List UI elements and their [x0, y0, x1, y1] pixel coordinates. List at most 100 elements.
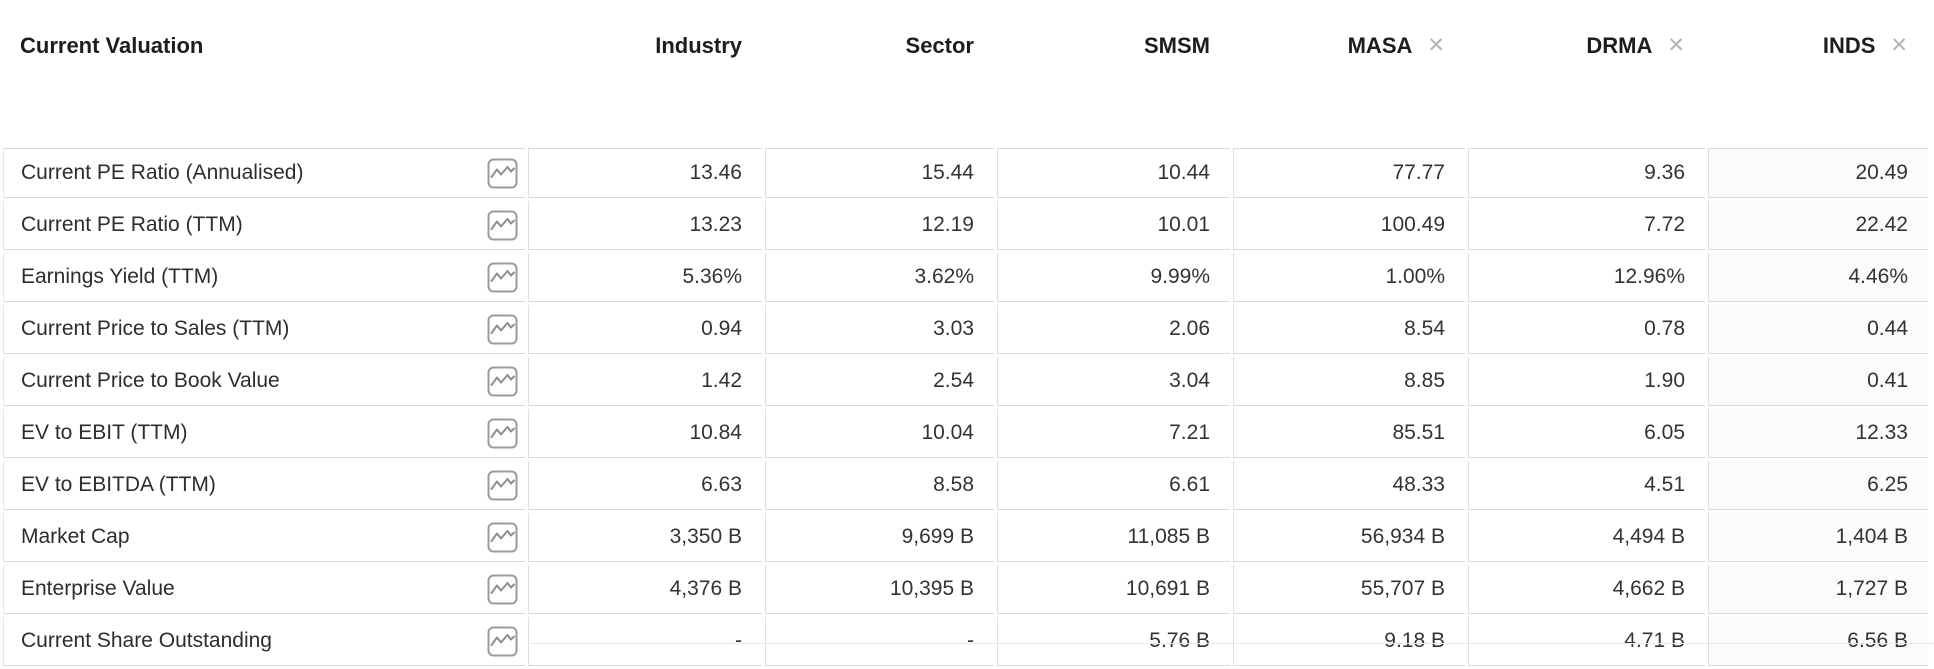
- value-cell-inds: 6.56 B: [1708, 617, 1928, 666]
- metric-label: Enterprise Value: [21, 577, 175, 600]
- value-cell-drma: 4,662 B: [1468, 565, 1705, 614]
- sparkline-icon: [487, 574, 518, 604]
- value-cell-industry: 4,376 B: [528, 565, 762, 614]
- ticker-label-drma[interactable]: DRMA: [1586, 33, 1653, 58]
- value-cell-drma: 4,494 B: [1468, 513, 1705, 562]
- open-chart-button[interactable]: [487, 210, 518, 241]
- value-cell-drma: 9.36: [1468, 148, 1705, 198]
- value-cell-industry: 13.46: [528, 148, 762, 198]
- sparkline-icon: [487, 418, 518, 448]
- table-row: Current Price to Sales (TTM) 0.94 3.03 2.06…: [3, 305, 1928, 354]
- metric-label-cell: Current PE Ratio (TTM): [3, 201, 525, 250]
- metric-label: Current Price to Book Value: [21, 369, 280, 392]
- table-row: Current PE Ratio (Annualised) 13.46 15.44 1…: [3, 148, 1928, 198]
- column-header-inds: INDS ✕: [1708, 3, 1928, 145]
- sparkline-icon: [487, 158, 518, 188]
- value-cell-inds: 0.41: [1708, 357, 1928, 406]
- header-row: Current Valuation Industry Sector SMSM MASA…: [3, 3, 1928, 145]
- value-cell-smsm: 11,085 B: [997, 513, 1230, 562]
- metric-label: EV to EBIT (TTM): [21, 421, 188, 444]
- metric-label: Current PE Ratio (Annualised): [21, 161, 304, 184]
- value-cell-inds: 0.44: [1708, 305, 1928, 354]
- value-cell-sector: 10.04: [765, 409, 994, 458]
- open-chart-button[interactable]: [487, 314, 518, 345]
- metric-label-wrap: Earnings Yield (TTM): [21, 262, 525, 293]
- value-cell-drma: 0.78: [1468, 305, 1705, 354]
- value-cell-masa: 56,934 B: [1233, 513, 1465, 562]
- metric-label: Current Share Outstanding: [21, 629, 272, 652]
- value-cell-smsm: 2.06: [997, 305, 1230, 354]
- value-cell-sector: 8.58: [765, 461, 994, 510]
- ticker-label-inds[interactable]: INDS: [1822, 33, 1876, 58]
- value-cell-smsm: 6.61: [997, 461, 1230, 510]
- open-chart-button[interactable]: [487, 158, 518, 189]
- metric-label: EV to EBITDA (TTM): [21, 473, 216, 496]
- metric-label-wrap: Market Cap: [21, 522, 525, 553]
- table-row: EV to EBITDA (TTM) 6.63 8.58 6.61 48.33 4.51 6…: [3, 461, 1928, 510]
- value-cell-sector: 2.54: [765, 357, 994, 406]
- value-cell-smsm: 9.99%: [997, 253, 1230, 302]
- metric-label-cell: Current Price to Sales (TTM): [3, 305, 525, 354]
- column-header-masa: MASA ✕: [1233, 3, 1465, 145]
- column-header-drma: DRMA ✕: [1468, 3, 1705, 145]
- value-cell-smsm: 10.44: [997, 148, 1230, 198]
- table-row: Market Cap 3,350 B 9,699 B 11,085 B 56,934 B…: [3, 513, 1928, 562]
- open-chart-button[interactable]: [487, 626, 518, 657]
- value-cell-drma: 6.05: [1468, 409, 1705, 458]
- open-chart-button[interactable]: [487, 366, 518, 397]
- value-cell-industry: 10.84: [528, 409, 762, 458]
- value-cell-inds: 1,727 B: [1708, 565, 1928, 614]
- open-chart-button[interactable]: [487, 418, 518, 449]
- open-chart-button[interactable]: [487, 522, 518, 553]
- open-chart-button[interactable]: [487, 470, 518, 501]
- ticker-label-masa[interactable]: MASA: [1347, 33, 1413, 58]
- close-column-icon[interactable]: ✕: [1667, 34, 1685, 57]
- metric-label-wrap: EV to EBITDA (TTM): [21, 470, 525, 501]
- value-cell-inds: 4.46%: [1708, 253, 1928, 302]
- value-cell-masa: 55,707 B: [1233, 565, 1465, 614]
- value-cell-industry: 6.63: [528, 461, 762, 510]
- metric-label-cell: EV to EBIT (TTM): [3, 409, 525, 458]
- value-cell-inds: 12.33: [1708, 409, 1928, 458]
- metric-label-cell: EV to EBITDA (TTM): [3, 461, 525, 510]
- value-cell-masa: 1.00%: [1233, 253, 1465, 302]
- sparkline-icon: [487, 366, 518, 396]
- metric-label-wrap: Current Price to Book Value: [21, 366, 525, 397]
- close-column-icon[interactable]: ✕: [1890, 34, 1908, 57]
- table-body: Current PE Ratio (Annualised) 13.46 15.44 1…: [3, 148, 1928, 666]
- open-chart-button[interactable]: [487, 574, 518, 605]
- value-cell-sector: 9,699 B: [765, 513, 994, 562]
- table-row: Earnings Yield (TTM) 5.36% 3.62% 9.99% 1.00%…: [3, 253, 1928, 302]
- value-cell-drma: 7.72: [1468, 201, 1705, 250]
- metric-label: Current Price to Sales (TTM): [21, 317, 290, 340]
- metric-label-wrap: Enterprise Value: [21, 574, 525, 605]
- value-cell-industry: -: [528, 617, 762, 666]
- sparkline-icon: [487, 314, 518, 344]
- value-cell-sector: 15.44: [765, 148, 994, 198]
- close-column-icon[interactable]: ✕: [1427, 34, 1445, 57]
- column-header-sector: Sector: [765, 3, 994, 145]
- value-cell-inds: 22.42: [1708, 201, 1928, 250]
- value-cell-sector: -: [765, 617, 994, 666]
- metric-label-wrap: Current PE Ratio (Annualised): [21, 158, 525, 189]
- value-cell-masa: 48.33: [1233, 461, 1465, 510]
- next-section-divider: [531, 643, 1934, 644]
- metric-label-wrap: Current PE Ratio (TTM): [21, 210, 525, 241]
- ticker-label-smsm[interactable]: SMSM: [1144, 33, 1210, 58]
- value-cell-smsm: 7.21: [997, 409, 1230, 458]
- metric-label-wrap: Current Share Outstanding: [21, 626, 525, 657]
- sparkline-icon: [487, 522, 518, 552]
- value-cell-drma: 12.96%: [1468, 253, 1705, 302]
- value-cell-inds: 20.49: [1708, 148, 1928, 198]
- open-chart-button[interactable]: [487, 262, 518, 293]
- value-cell-masa: 8.85: [1233, 357, 1465, 406]
- value-cell-masa: 77.77: [1233, 148, 1465, 198]
- value-cell-masa: 9.18 B: [1233, 617, 1465, 666]
- value-cell-smsm: 3.04: [997, 357, 1230, 406]
- value-cell-drma: 1.90: [1468, 357, 1705, 406]
- metric-label-cell: Earnings Yield (TTM): [3, 253, 525, 302]
- value-cell-masa: 8.54: [1233, 305, 1465, 354]
- metric-label: Current PE Ratio (TTM): [21, 213, 243, 236]
